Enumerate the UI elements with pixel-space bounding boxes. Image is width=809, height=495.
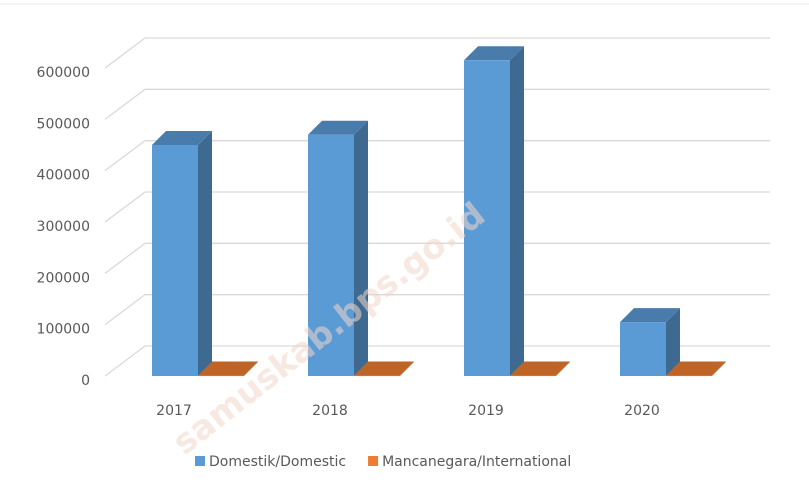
bar-side: [712, 361, 726, 376]
bar-side: [666, 308, 680, 376]
bar-top: [620, 308, 680, 323]
x-tick-label: 2017: [156, 403, 192, 419]
legend-label: Mancanegara/International: [382, 454, 571, 470]
bar: [510, 361, 570, 377]
bar: [354, 361, 414, 377]
bar-front: [510, 375, 556, 377]
y-tick-label: 400000: [37, 168, 90, 184]
y-tick-label: 100000: [37, 322, 90, 338]
grid-line-depth: [104, 140, 146, 172]
bar-front: [464, 60, 510, 377]
legend-swatch: [195, 456, 205, 466]
legend-swatch: [368, 456, 379, 466]
bar-front: [152, 145, 198, 376]
grid-line-depth: [104, 345, 146, 377]
grid-line-depth: [104, 242, 146, 274]
y-tick-label: 200000: [37, 270, 90, 286]
y-tick-label: 600000: [37, 65, 90, 81]
x-tick-label: 2019: [468, 403, 504, 419]
bar-side: [354, 120, 368, 376]
bar: [308, 120, 368, 376]
bar: [620, 308, 680, 376]
bar-front: [308, 134, 354, 376]
y-tick-label: 500000: [37, 116, 90, 132]
bar-side: [556, 361, 570, 376]
bar-front: [620, 322, 666, 376]
x-tick-label: 2018: [312, 403, 348, 419]
bar-top: [464, 46, 524, 61]
bar-side: [244, 361, 258, 376]
bar-front: [354, 375, 400, 377]
grid-line-depth: [104, 88, 146, 120]
bar: [464, 46, 524, 377]
y-tick-label: 300000: [37, 219, 90, 235]
bar-top: [354, 361, 414, 376]
bar-top: [198, 361, 258, 376]
bar-top: [308, 120, 368, 135]
y-tick-label: 0: [81, 373, 90, 389]
bar: [198, 361, 258, 377]
bar: [152, 131, 212, 376]
x-tick-label: 2020: [624, 403, 660, 419]
bar-front: [666, 375, 712, 377]
bar-top: [152, 131, 212, 145]
bar: [666, 361, 726, 377]
grid-line-depth: [104, 191, 146, 223]
grid-line-depth: [104, 294, 146, 326]
bar-top: [510, 361, 570, 376]
bar-front: [198, 375, 244, 377]
bar-side: [198, 131, 212, 376]
legend-label: Domestik/Domestic: [209, 454, 346, 470]
bar-side: [400, 361, 414, 376]
grid-line-depth: [104, 37, 146, 69]
bar-top: [666, 361, 726, 376]
bar-side: [510, 46, 524, 377]
